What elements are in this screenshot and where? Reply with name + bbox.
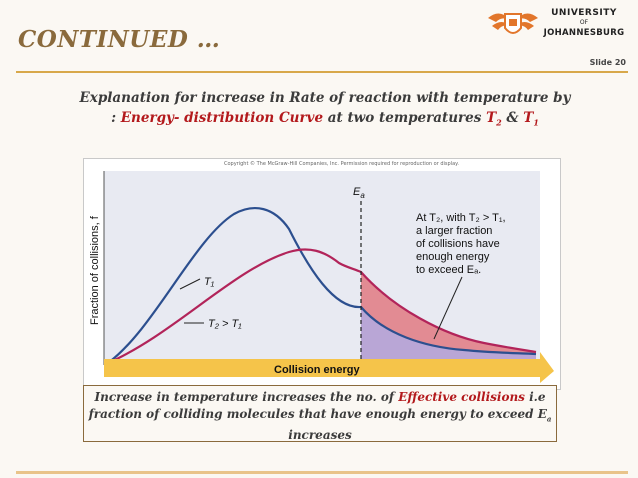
energy-distribution-diagram: Copyright © The McGraw-Hill Companies, I…	[89, 160, 554, 383]
annotation-line-4: enough energy	[416, 251, 490, 263]
y-axis-label: Fraction of collisions, f	[89, 215, 101, 325]
heading-t2: T2	[486, 110, 502, 128]
x-axis-label: Collision energy	[274, 364, 360, 376]
heading-line-1: Explanation for increase in Rate of reac…	[79, 90, 571, 106]
figure-copyright: Copyright © The McGraw-Hill Companies, I…	[224, 160, 459, 167]
label-t1: T₁	[204, 276, 215, 288]
annotation-line-3: of collisions have	[416, 238, 500, 250]
label-t1-pointer	[179, 278, 201, 290]
heading-line-2: : Energy- distribution Curve at two temp…	[66, 108, 584, 133]
university-logo: UNIVERSITY OF JOHANNESBURG	[486, 6, 626, 42]
x-axis-arrow	[104, 352, 554, 383]
caption-highlight: Effective collisions	[398, 390, 525, 404]
heading-middle: at two temperatures	[323, 110, 487, 126]
top-divider	[16, 71, 628, 73]
annotation-line-2: a larger fraction	[416, 225, 492, 237]
heading-t1: T1	[523, 110, 539, 128]
university-emblem-icon	[488, 13, 538, 34]
caption-box: Increase in temperature increases the no…	[83, 385, 557, 442]
energy-distribution-figure: Copyright © The McGraw-Hill Companies, I…	[83, 158, 561, 390]
annotation-pointer	[433, 276, 463, 340]
logo-line-university: UNIVERSITY	[551, 8, 617, 18]
label-t2: T₂ > T₁	[208, 318, 242, 330]
bottom-divider	[16, 471, 628, 474]
plot-background	[104, 171, 540, 365]
fill-t2-above-ea	[361, 272, 536, 354]
logo-line-of: OF	[579, 19, 589, 26]
ea-label: Ea	[353, 186, 365, 200]
caption-line-3: increases	[288, 428, 352, 443]
annotation-line-5: to exceed Eₐ.	[416, 264, 481, 276]
heading-amp: &	[501, 110, 524, 126]
curve-t2	[107, 248, 537, 365]
caption-line-1: Increase in temperature increases the no…	[94, 390, 546, 404]
fill-t1-above-ea	[361, 307, 536, 365]
caption-line-2: fraction of colliding molecules that hav…	[88, 407, 552, 424]
heading-highlight: Energy- distribution Curve	[120, 110, 324, 126]
slide-title: CONTINUED …	[18, 26, 221, 53]
annotation-line-1: At T₂, with T₂ > T₁,	[416, 212, 506, 224]
slide-number: Slide 20	[589, 58, 626, 67]
curve-t1	[107, 207, 537, 364]
logo-line-johannesburg: JOHANNESBURG	[543, 28, 625, 38]
slide-heading: Explanation for increase in Rate of reac…	[66, 88, 584, 133]
heading-prefix: :	[111, 110, 121, 126]
